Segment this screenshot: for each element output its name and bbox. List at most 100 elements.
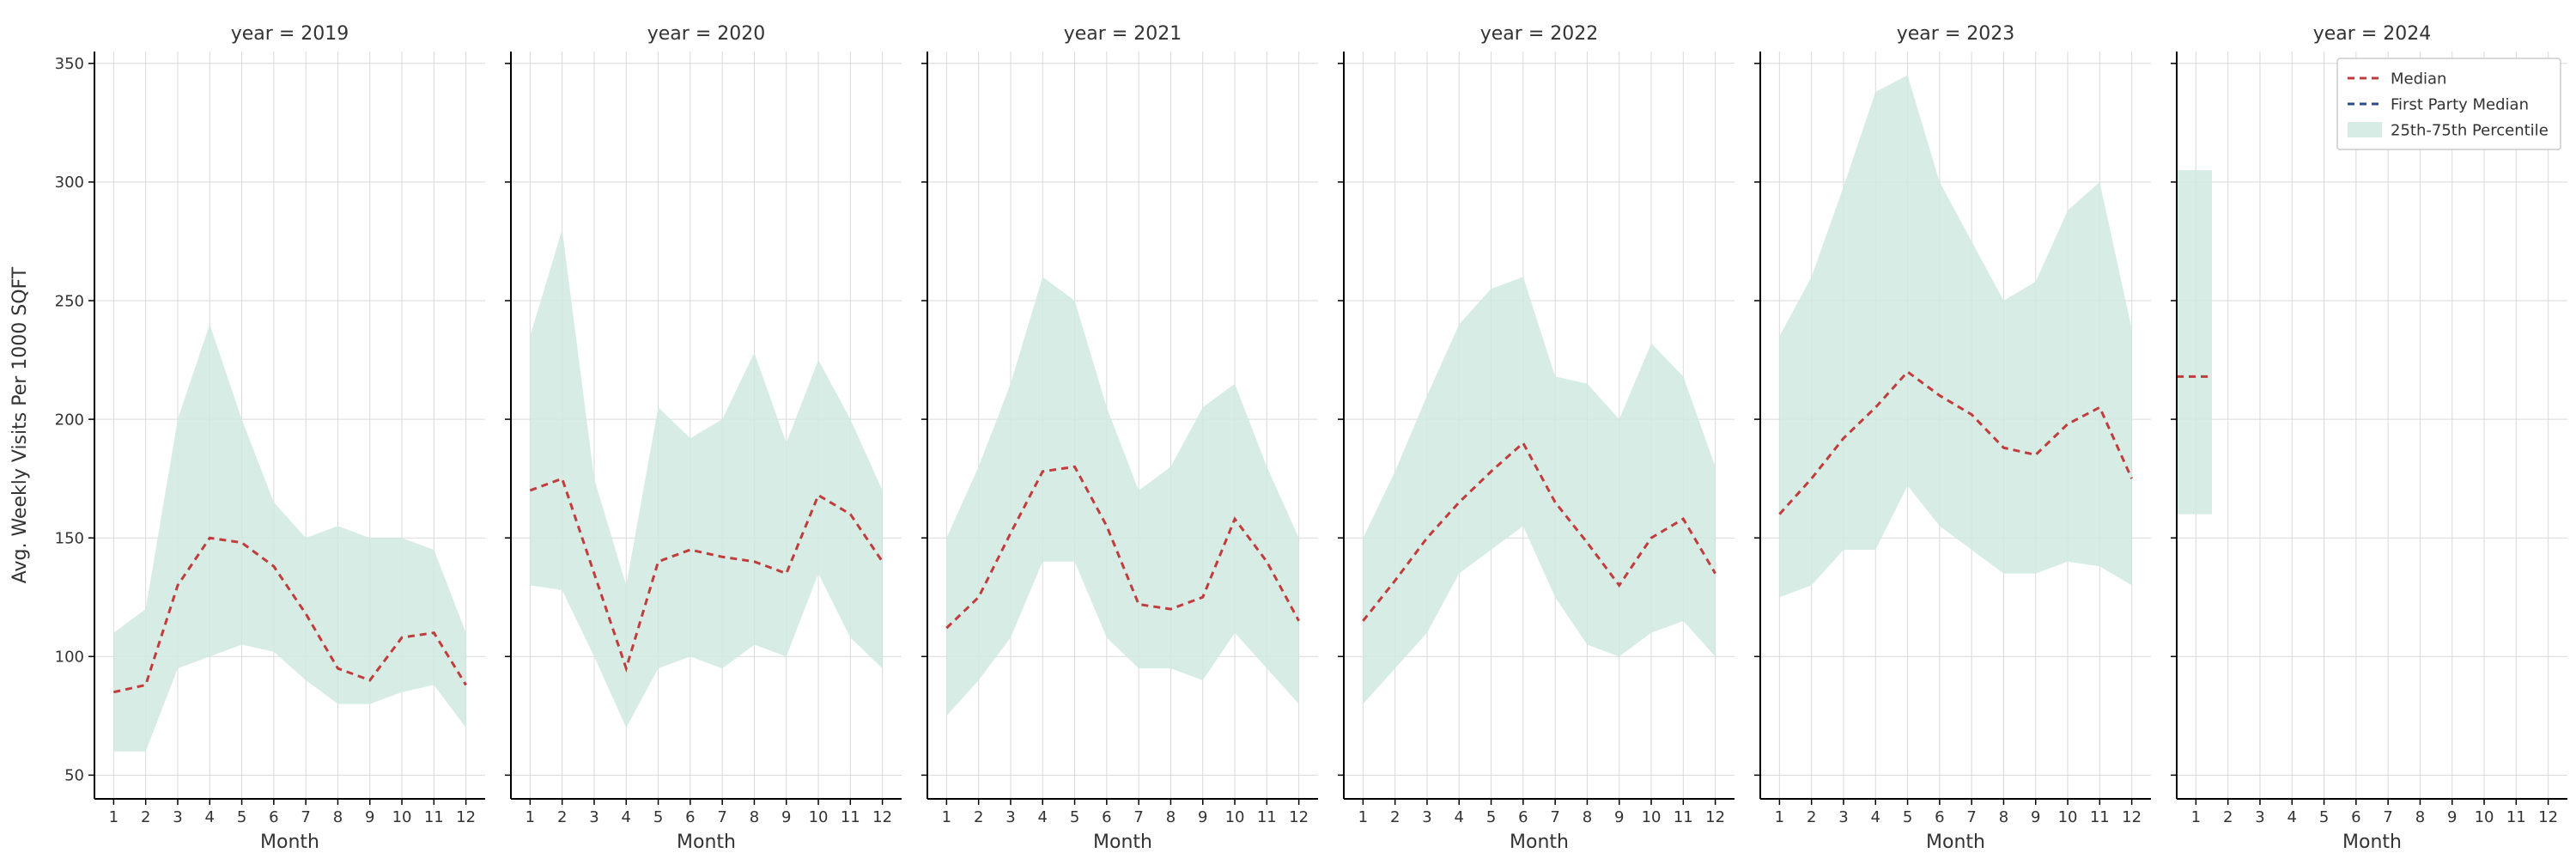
x-tick-label: 6 <box>1518 808 1528 826</box>
x-tick-label: 7 <box>301 808 310 826</box>
facet-panel: 123456789101112Monthyear = 2022 <box>1338 23 1735 853</box>
x-tick-label: 10 <box>809 808 829 826</box>
x-tick-label: 4 <box>622 808 631 826</box>
x-tick-label: 6 <box>269 808 278 826</box>
panel-title: year = 2023 <box>1897 23 2015 45</box>
x-tick-label: 6 <box>685 808 695 826</box>
x-tick-label: 10 <box>1225 808 1245 826</box>
x-tick-label: 6 <box>1102 808 1111 826</box>
x-tick-label: 9 <box>365 808 374 826</box>
x-tick-label: 8 <box>2415 808 2425 826</box>
x-axis-label: Month <box>677 832 736 853</box>
x-tick-label: 2 <box>2223 808 2233 826</box>
facet-panel: 123456789101112Month50100150200250300350… <box>55 23 485 853</box>
x-tick-label: 11 <box>841 808 860 826</box>
x-tick-label: 9 <box>1198 808 1207 826</box>
legend-label: First Party Median <box>2391 95 2529 113</box>
x-tick-label: 7 <box>1550 808 1559 826</box>
x-axis-label: Month <box>260 832 319 853</box>
facet-panel: 123456789101112Monthyear = 2020 <box>505 23 902 853</box>
x-tick-label: 2 <box>1807 808 1816 826</box>
x-tick-label: 4 <box>1038 808 1048 826</box>
facet-panel: 123456789101112Monthyear = 2021 <box>921 23 1318 853</box>
x-tick-label: 5 <box>1903 808 1912 826</box>
x-tick-label: 11 <box>424 808 444 826</box>
x-tick-label: 12 <box>872 808 892 826</box>
y-tick-label: 250 <box>55 292 84 310</box>
x-tick-label: 7 <box>717 808 726 826</box>
x-tick-label: 1 <box>1358 808 1368 826</box>
x-tick-label: 8 <box>750 808 759 826</box>
x-axis-label: Month <box>1093 832 1152 853</box>
x-tick-label: 1 <box>942 808 951 826</box>
iqr-band <box>2177 170 2212 514</box>
x-tick-label: 6 <box>1935 808 1944 826</box>
x-tick-label: 3 <box>1838 808 1848 826</box>
panel-title: year = 2024 <box>2313 23 2432 45</box>
y-axis-label: Avg. Weekly Visits Per 1000 SQFT <box>9 266 31 583</box>
x-tick-label: 11 <box>2506 808 2526 826</box>
x-axis-label: Month <box>1926 832 1985 853</box>
x-tick-label: 3 <box>1005 808 1015 826</box>
x-tick-label: 2 <box>974 808 983 826</box>
x-tick-label: 3 <box>1422 808 1431 826</box>
panel-title: year = 2021 <box>1064 23 1182 45</box>
x-tick-label: 3 <box>2255 808 2264 826</box>
x-tick-label: 5 <box>1486 808 1496 826</box>
x-tick-label: 5 <box>2319 808 2329 826</box>
x-tick-label: 10 <box>1642 808 1662 826</box>
x-tick-label: 7 <box>1133 808 1143 826</box>
x-tick-label: 5 <box>1070 808 1079 826</box>
x-tick-label: 11 <box>1257 808 1277 826</box>
x-tick-label: 12 <box>1289 808 1309 826</box>
x-tick-label: 1 <box>2191 808 2201 826</box>
x-tick-label: 10 <box>2058 808 2078 826</box>
y-tick-label: 150 <box>55 529 84 547</box>
x-tick-label: 2 <box>141 808 150 826</box>
x-tick-label: 10 <box>2475 808 2494 826</box>
x-tick-label: 12 <box>2538 808 2558 826</box>
x-tick-label: 9 <box>781 808 791 826</box>
x-tick-label: 3 <box>589 808 598 826</box>
x-tick-label: 2 <box>557 808 567 826</box>
x-tick-label: 12 <box>1705 808 1725 826</box>
x-tick-label: 10 <box>392 808 412 826</box>
x-tick-label: 1 <box>109 808 118 826</box>
panel-title: year = 2020 <box>647 23 766 45</box>
x-axis-label: Month <box>2342 832 2402 853</box>
panel-title: year = 2019 <box>231 23 349 45</box>
y-tick-label: 350 <box>55 55 84 73</box>
x-tick-label: 1 <box>1775 808 1784 826</box>
x-tick-label: 7 <box>1966 808 1976 826</box>
legend-label: Median <box>2391 70 2446 88</box>
x-tick-label: 8 <box>1999 808 2008 826</box>
x-tick-label: 5 <box>653 808 663 826</box>
x-tick-label: 4 <box>1455 808 1464 826</box>
x-tick-label: 4 <box>2287 808 2297 826</box>
legend: Median First Party Median 25th-75th Percen… <box>2337 58 2561 149</box>
x-tick-label: 7 <box>2383 808 2392 826</box>
y-tick-label: 300 <box>55 174 84 192</box>
x-tick-label: 12 <box>2122 808 2142 826</box>
x-tick-label: 8 <box>1166 808 1176 826</box>
x-tick-label: 4 <box>205 808 215 826</box>
x-tick-label: 11 <box>1674 808 1693 826</box>
legend-label: 25th-75th Percentile <box>2391 121 2549 139</box>
y-tick-label: 100 <box>55 649 84 667</box>
x-tick-label: 1 <box>526 808 535 826</box>
facet-line-chart: 123456789101112Month50100150200250300350… <box>0 0 2576 859</box>
x-tick-label: 4 <box>1871 808 1880 826</box>
x-tick-label: 9 <box>2447 808 2457 826</box>
x-tick-label: 6 <box>2351 808 2360 826</box>
x-tick-label: 8 <box>333 808 343 826</box>
facet-panel: 123456789101112Monthyear = 2023 <box>1754 23 2151 853</box>
x-tick-label: 12 <box>456 808 476 826</box>
y-tick-label: 200 <box>55 411 84 429</box>
x-tick-label: 3 <box>173 808 182 826</box>
x-axis-label: Month <box>1510 832 1569 853</box>
y-tick-label: 50 <box>64 767 84 785</box>
x-tick-label: 2 <box>1390 808 1400 826</box>
x-tick-label: 9 <box>2031 808 2040 826</box>
x-tick-label: 8 <box>1583 808 1592 826</box>
x-tick-label: 11 <box>2090 808 2110 826</box>
